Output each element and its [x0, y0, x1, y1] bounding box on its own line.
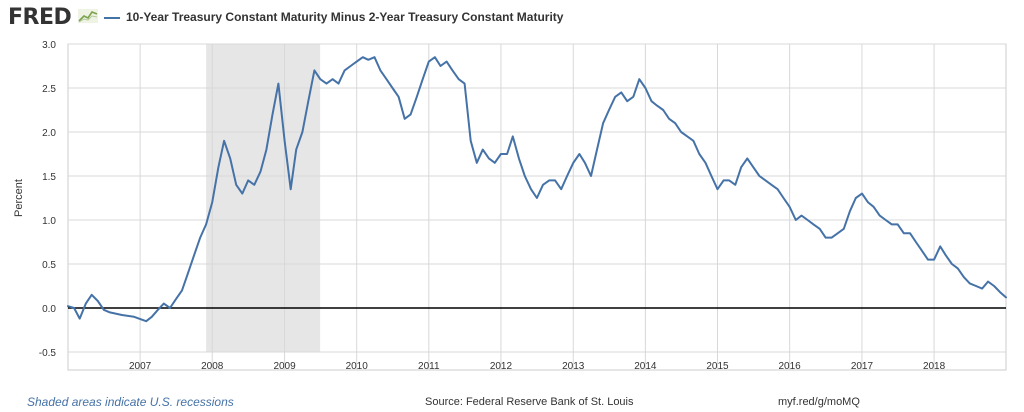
- x-tick-label: 2018: [923, 361, 946, 372]
- y-tick-label: 3.0: [42, 40, 56, 51]
- fred-logo[interactable]: FRED: [8, 5, 72, 30]
- x-tick-label: 2007: [129, 361, 152, 372]
- y-tick-label: 0.0: [42, 304, 56, 315]
- y-axis-label: Percent: [13, 179, 25, 217]
- x-tick-label: 2011: [418, 361, 440, 372]
- x-tick-label: 2013: [562, 361, 585, 372]
- legend-swatch: [104, 17, 120, 19]
- recession-note: Shaded areas indicate U.S. recessions: [27, 395, 234, 409]
- y-tick-label: 0.5: [42, 260, 56, 271]
- series-line[interactable]: [67, 56, 1007, 323]
- x-tick-label: 2016: [779, 361, 802, 372]
- source-note: Source: Federal Reserve Bank of St. Loui…: [425, 396, 634, 408]
- y-tick-label: 2.0: [42, 128, 56, 139]
- legend-series-label[interactable]: 10-Year Treasury Constant Maturity Minus…: [126, 10, 564, 24]
- chart-header: FRED 10-Year Treasury Constant Maturity …: [0, 0, 1024, 34]
- x-tick-label: 2008: [201, 361, 224, 372]
- x-tick-label: 2009: [273, 361, 296, 372]
- x-tick-label: 2012: [490, 361, 513, 372]
- y-tick-label: 2.5: [42, 84, 56, 95]
- x-tick-label: 2014: [634, 361, 657, 372]
- x-tick-label: 2015: [706, 361, 729, 372]
- x-tick-label: 2017: [851, 361, 874, 372]
- line-chart-icon: [78, 9, 98, 23]
- short-link[interactable]: myf.red/g/moMQ: [778, 396, 860, 408]
- y-tick-label: -0.5: [39, 348, 57, 359]
- y-tick-label: 1.0: [42, 216, 56, 227]
- x-tick-label: 2010: [346, 361, 369, 372]
- y-tick-label: 1.5: [42, 172, 56, 183]
- recession-band: [206, 44, 321, 352]
